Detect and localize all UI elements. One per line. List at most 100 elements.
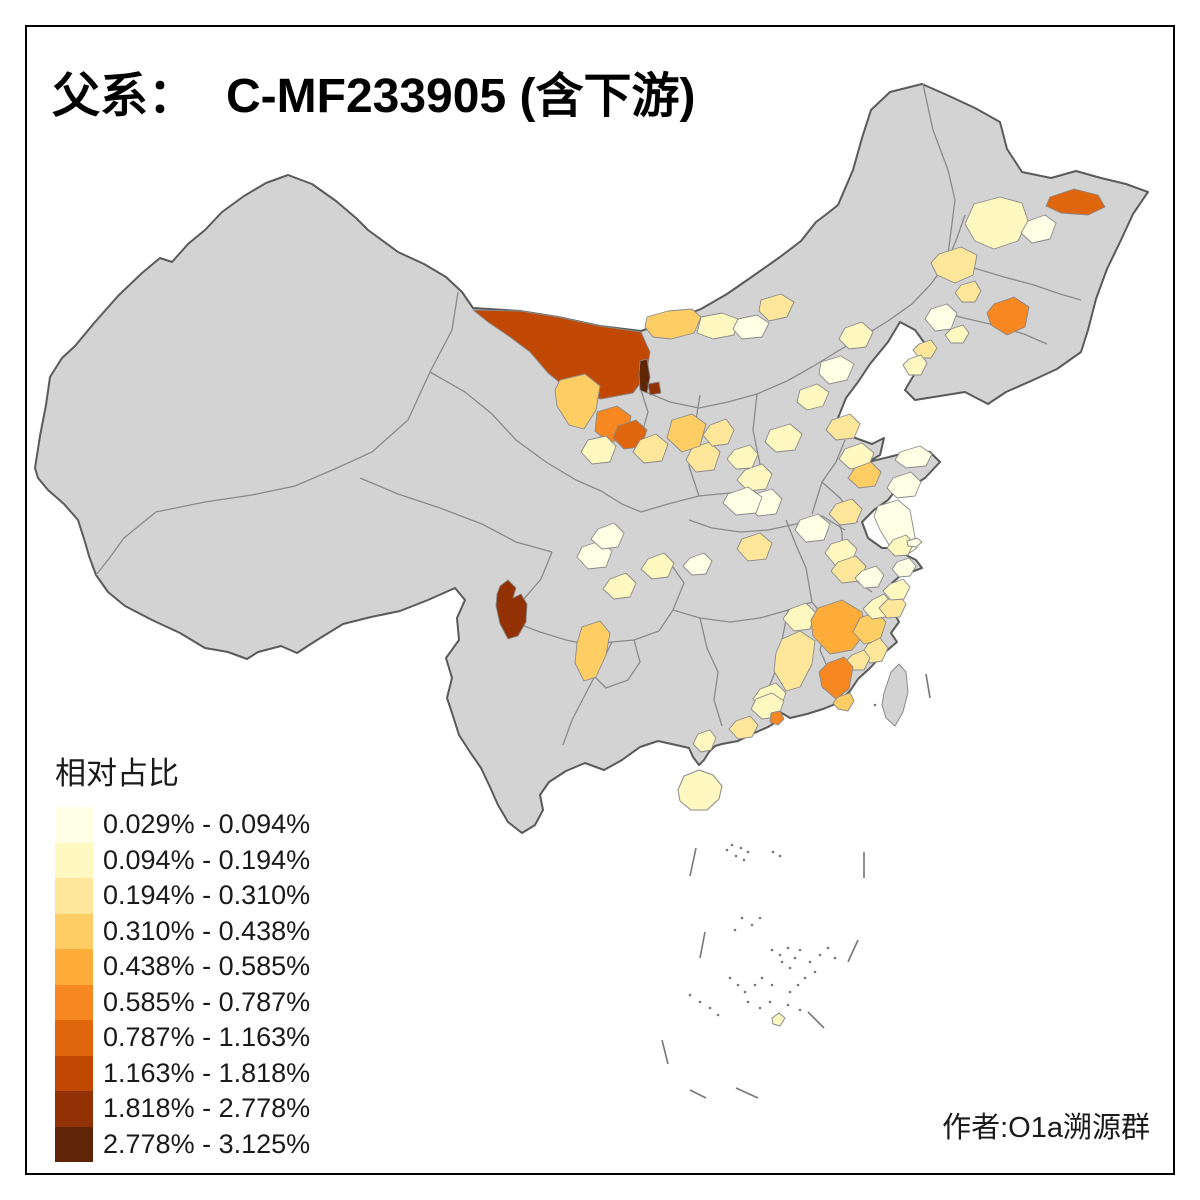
map-region-quanzhou bbox=[818, 656, 854, 700]
map-region-zhanjiang bbox=[692, 729, 717, 753]
map-region-wuhan bbox=[736, 532, 773, 562]
sea-boundary-dash bbox=[847, 939, 859, 963]
sea-islet-dot bbox=[753, 983, 757, 987]
legend-row-6: 0.585% - 0.787% bbox=[55, 984, 311, 1020]
sea-boundary-dash bbox=[735, 1087, 759, 1099]
map-region-hefei bbox=[794, 513, 831, 543]
map-region-ningxia bbox=[632, 433, 669, 464]
map-region-shaoxing bbox=[854, 565, 885, 589]
map-region-hegang-east bbox=[1020, 214, 1057, 244]
legend-label: 0.585% - 0.787% bbox=[103, 986, 311, 1017]
legend-swatch bbox=[55, 807, 93, 843]
sea-islet-dot bbox=[743, 990, 747, 994]
island-hainan bbox=[677, 769, 723, 811]
map-region-weifang bbox=[825, 413, 861, 441]
map-title: 父系： C-MF233905 (含下游) bbox=[52, 56, 695, 126]
map-region-chifeng bbox=[838, 321, 874, 350]
map-region-chengde bbox=[818, 355, 855, 385]
legend-rows: 0.029% - 0.094% 0.094% - 0.194% 0.194% - 0… bbox=[55, 807, 310, 1162]
map-region-wuhai-east bbox=[647, 381, 662, 396]
map-region-hebei-south bbox=[764, 423, 803, 453]
title-haplogroup: C-MF233905 (含下游) bbox=[226, 70, 696, 123]
sea-islet-dot bbox=[796, 983, 800, 987]
legend-label: 0.438% - 0.585% bbox=[103, 951, 311, 982]
map-region-rizhao bbox=[847, 461, 882, 489]
legend-label: 0.787% - 1.163% bbox=[103, 1022, 311, 1053]
sea-islet-dot bbox=[818, 953, 822, 957]
sea-islet-dot bbox=[788, 990, 792, 994]
legend-swatch bbox=[55, 1091, 93, 1127]
legend-label: 1.163% - 1.818% bbox=[103, 1057, 311, 1088]
map-region-jian bbox=[782, 602, 817, 632]
map-region-yangjiang bbox=[728, 715, 759, 740]
sea-islet-dot bbox=[778, 854, 782, 858]
sea-islet-dot bbox=[716, 1013, 720, 1017]
legend-swatch bbox=[55, 878, 93, 914]
attribution: 作者:O1a溯源群 bbox=[942, 1112, 1150, 1144]
sea-islet-dot bbox=[688, 993, 692, 997]
map-region-nantong bbox=[886, 534, 915, 557]
legend-swatch bbox=[55, 949, 93, 985]
sea-boundary-dash bbox=[661, 1039, 669, 1065]
sea-islet-dot bbox=[698, 1000, 702, 1004]
sea-islet-dot bbox=[770, 948, 774, 952]
sea-islet-dot bbox=[768, 1000, 772, 1004]
sea-islet-dot bbox=[803, 976, 807, 980]
map-region-beijing bbox=[796, 383, 830, 411]
sea-boundary-dash bbox=[689, 847, 697, 877]
legend-label: 0.310% - 0.438% bbox=[103, 915, 311, 946]
map-region-gansu-south bbox=[580, 435, 617, 465]
map-region-enshi bbox=[682, 552, 713, 576]
sea-islet-dot bbox=[833, 956, 837, 960]
legend-swatch bbox=[55, 1020, 93, 1056]
sea-islet-dot bbox=[742, 858, 746, 862]
island-south-china-sea-island bbox=[771, 1012, 786, 1027]
sea-boundary-dash bbox=[925, 673, 931, 699]
sea-islet-dot bbox=[813, 970, 817, 974]
sea-islet-dot bbox=[730, 843, 734, 847]
map-region-chongqing bbox=[640, 552, 675, 580]
map-region-wuwei bbox=[554, 373, 601, 430]
map-region-taizhou-zhejiang bbox=[882, 578, 911, 601]
map-region-liaoyang bbox=[944, 324, 970, 344]
legend-row-3: 0.194% - 0.310% bbox=[55, 878, 310, 914]
sea-islet-dot bbox=[786, 1003, 790, 1007]
map-region-suihua bbox=[964, 196, 1029, 250]
title-prefix: 父系： bbox=[52, 68, 197, 124]
legend-swatch bbox=[55, 1055, 93, 1091]
province-border bbox=[811, 481, 823, 515]
sea-islet-dot bbox=[725, 848, 729, 852]
legend-title: 相对占比 bbox=[55, 756, 179, 791]
map-region-dalian-north bbox=[912, 339, 938, 359]
map-region-west-guizhou bbox=[574, 620, 611, 682]
map-region-yibin bbox=[602, 572, 637, 600]
plot-frame bbox=[25, 25, 1175, 1175]
map-region-dalian-south bbox=[902, 354, 928, 376]
sea-islet-dot bbox=[740, 916, 744, 920]
legend-row-7: 0.787% - 1.163% bbox=[55, 1020, 310, 1056]
map-region-zhangzhou bbox=[832, 692, 855, 712]
map-region-wuhai-strip bbox=[638, 358, 651, 394]
legend-row-5: 0.438% - 0.585% bbox=[55, 949, 310, 985]
map-region-nw-yunnan bbox=[495, 579, 528, 640]
sea-islet-dot bbox=[739, 846, 743, 850]
sea-islet-dot bbox=[808, 960, 812, 964]
sea-islet-dot bbox=[758, 1006, 762, 1010]
sea-boundary-dash bbox=[807, 1011, 825, 1029]
map-region-hohhot bbox=[732, 314, 770, 340]
sea-islet-dot bbox=[788, 966, 792, 970]
map-region-anyang bbox=[702, 418, 735, 447]
sea-islet-dot bbox=[746, 850, 750, 854]
sea-islet-dot bbox=[734, 854, 738, 858]
legend-row-10: 2.778% - 3.125% bbox=[55, 1126, 310, 1162]
sea-islet-dot bbox=[793, 956, 797, 960]
sea-islet-dot bbox=[770, 983, 774, 987]
sea-islet-dot bbox=[780, 960, 784, 964]
legend-swatch bbox=[55, 842, 93, 878]
province-border bbox=[429, 371, 642, 513]
map-region-bayannur bbox=[644, 308, 702, 340]
map-region-zhongshan bbox=[769, 710, 785, 726]
sea-islet-dot bbox=[798, 1008, 802, 1012]
legend-swatch bbox=[55, 1126, 93, 1162]
